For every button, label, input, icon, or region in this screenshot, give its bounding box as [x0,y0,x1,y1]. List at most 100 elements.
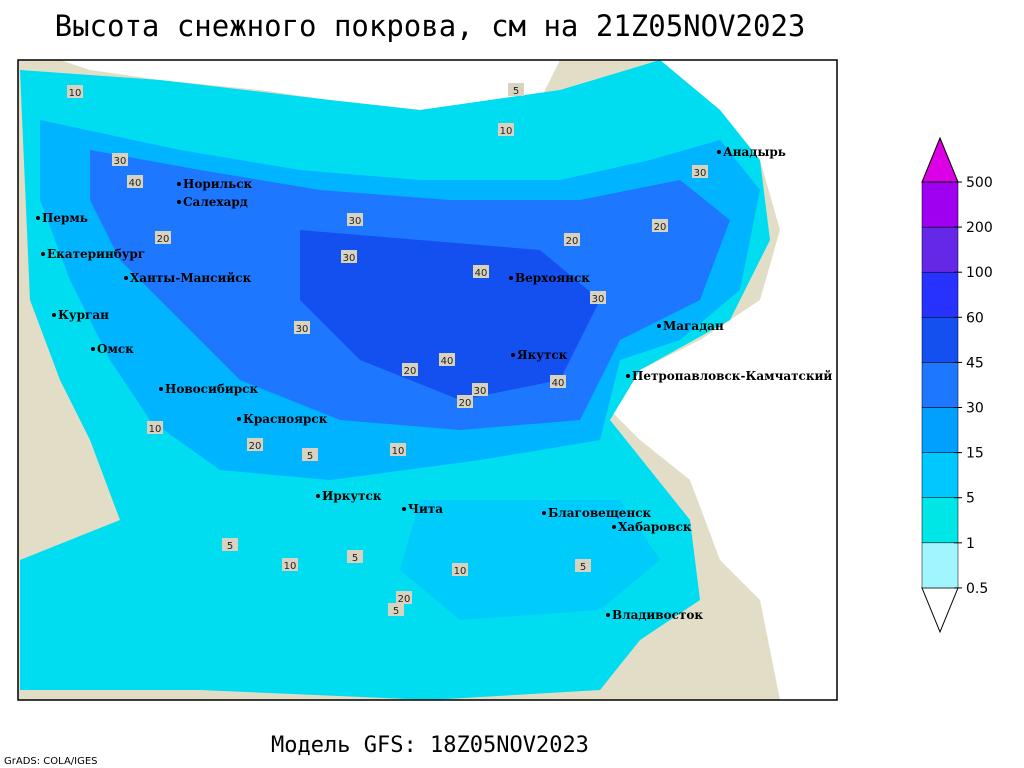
city-dot [41,252,45,256]
contour-label: 40 [441,356,454,367]
contour-label: 5 [227,541,233,552]
contour-label: 20 [654,222,667,233]
contour-label-box [341,250,357,263]
city-dot [91,347,95,351]
contour-label-box [692,165,708,178]
contour-label: 20 [459,398,472,409]
contour-label-box [652,219,668,232]
contour-label-box [508,83,524,96]
city-dot [177,200,181,204]
contour-label-box [575,559,591,572]
snow-south [400,500,660,620]
colorbar-label: 1 [966,536,975,552]
city-label: Ханты-Мансийск [130,271,252,285]
contour-label: 20 [404,366,417,377]
colorbar-swatch [921,271,959,318]
city-label: Благовещенск [548,506,652,520]
contour-label-box [472,383,488,396]
city-dot [177,182,181,186]
contour-label-box [67,85,83,98]
colorbar-label: 30 [966,401,984,417]
contour-label: 5 [393,606,399,617]
city-label: Екатеринбург [47,247,145,261]
city-label: Владивосток [612,608,703,622]
contour-label-box [457,395,473,408]
pacific [610,60,837,700]
contour-label-box [452,563,468,576]
contour-label-box [564,233,580,246]
contour-label: 20 [157,234,170,245]
contour-label: 5 [352,553,358,564]
contour-label-box [402,363,418,376]
city-label: Петропавловск-Камчатский [632,369,832,383]
city-label: Иркутск [322,489,382,503]
colorbar-swatch [921,452,959,498]
contour-label: 20 [249,441,262,452]
contour-label-box [590,291,606,304]
colorbar-label: 45 [966,355,984,371]
contour-label-box [294,321,310,334]
contour-label: 30 [474,386,487,397]
city-dot [626,374,630,378]
city-label: Салехард [183,195,248,209]
colorbar-label: 5 [966,491,975,507]
city-dot [124,276,128,280]
city-dot [606,613,610,617]
city-dot [657,324,661,328]
colorbar-label: 200 [966,220,993,236]
colorbar-swatch [921,181,959,228]
city-label: Якутск [517,348,568,362]
contour-label: 10 [454,566,467,577]
title: Высота снежного покрова, см на 21Z05NOV2… [55,9,806,43]
contour-label-box [439,353,455,366]
contour-label-box [282,558,298,571]
snow-deepest [300,230,600,400]
colorbar-label: 60 [966,310,984,326]
contour-label-box [247,438,263,451]
map-frame [17,59,838,701]
contour-label-box [155,231,171,244]
colorbar-swatch [921,497,959,544]
contour-label: 40 [129,178,142,189]
contour-label: 40 [475,268,488,279]
colorbar-label: 15 [966,446,984,462]
contour-label: 30 [343,253,356,264]
city-label: Верхоянск [515,271,590,285]
city-dot [542,511,546,515]
contour-label: 40 [552,378,565,389]
city-dot [717,150,721,154]
arctic-sea [60,60,560,110]
contour-label-box [396,591,412,604]
contour-label-box [147,421,163,434]
city-dot [159,387,163,391]
city-label: Хабаровск [618,520,692,534]
contour-label: 5 [307,451,313,462]
colorbar-label: 500 [966,175,993,191]
contour-label-box [347,550,363,563]
city-label: Анадырь [723,145,786,159]
colorbar-swatch [921,407,959,453]
contour-label-box [112,153,128,166]
contour-label: 10 [149,424,162,435]
city-dot [612,525,616,529]
contour-label-box [388,603,404,616]
city-label: Магадан [663,319,724,333]
colorbar-swatch [921,226,959,273]
contour-label: 10 [392,446,405,457]
colorbar-triangle [921,136,959,183]
colorbar-label: 100 [966,265,993,281]
contour-label-box [127,175,143,188]
city-label: Красноярск [243,412,328,426]
city-dot [511,353,515,357]
contour-label: 30 [296,324,309,335]
city-label: Чита [408,502,443,516]
contour-label: 20 [398,594,411,605]
contour-label: 10 [500,126,513,137]
contour-label-box [473,265,489,278]
contour-label-box [347,213,363,226]
city-label: Норильск [183,177,253,191]
contour-label-box [390,443,406,456]
colorbar-triangle [921,587,959,634]
